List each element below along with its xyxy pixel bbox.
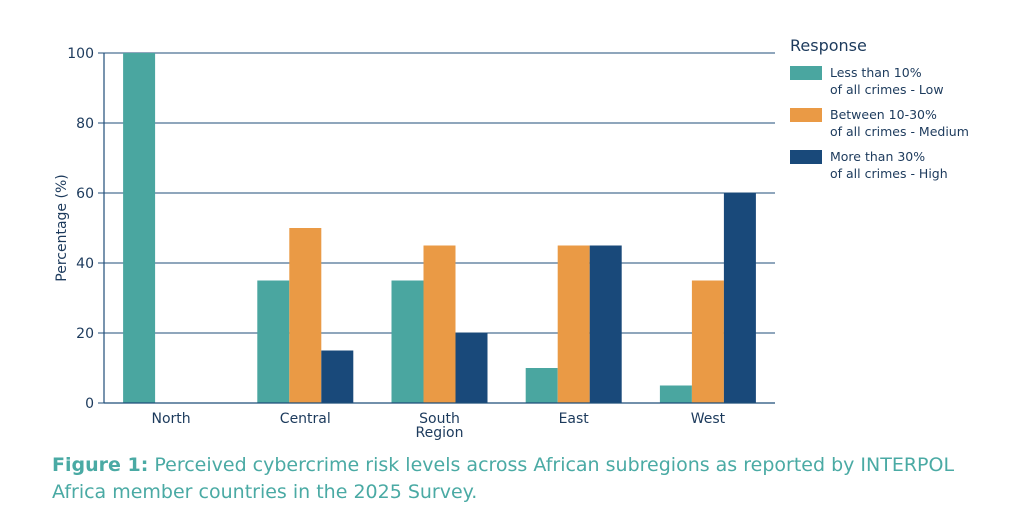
y-tick-label: 20 xyxy=(76,326,94,342)
legend-swatch xyxy=(790,108,822,122)
bar xyxy=(557,245,590,403)
y-tick-label: 0 xyxy=(85,396,94,412)
bar xyxy=(257,280,290,403)
legend-label: Less than 10% of all crimes - Low xyxy=(830,65,944,97)
y-tick-label: 60 xyxy=(76,186,94,202)
bar xyxy=(423,245,456,403)
y-tick-label: 80 xyxy=(76,116,94,132)
bar xyxy=(691,280,724,403)
caption-text: Perceived cybercrime risk levels across … xyxy=(52,454,955,503)
legend-swatch xyxy=(790,150,822,164)
bar xyxy=(289,228,322,403)
x-tick-label: West xyxy=(691,411,726,427)
bar xyxy=(659,385,692,403)
x-tick-label: East xyxy=(559,411,590,427)
bar xyxy=(321,350,354,403)
bar xyxy=(589,245,622,403)
y-axis-title: Percentage (%) xyxy=(54,174,70,281)
bar xyxy=(723,193,756,403)
x-tick-label: Central xyxy=(280,411,331,427)
legend-label: More than 30% of all crimes - High xyxy=(830,149,948,181)
caption-label: Figure 1: xyxy=(52,454,149,476)
y-tick-label: 40 xyxy=(76,256,94,272)
legend-swatch xyxy=(790,66,822,80)
bar xyxy=(525,368,558,403)
bar xyxy=(123,53,156,403)
figure-caption: Figure 1: Perceived cybercrime risk leve… xyxy=(52,452,982,506)
bar xyxy=(391,280,424,403)
chart-svg: 0 20 40 60 80 100 North Central South Region East W… xyxy=(54,36,969,441)
legend-title: Response xyxy=(790,36,867,55)
y-tick-label: 100 xyxy=(67,46,94,62)
legend-label: Between 10-30% of all crimes - Medium xyxy=(830,107,969,139)
x-tick-label: South Region xyxy=(416,411,464,441)
x-tick-label: North xyxy=(152,411,191,427)
bar xyxy=(455,333,488,403)
